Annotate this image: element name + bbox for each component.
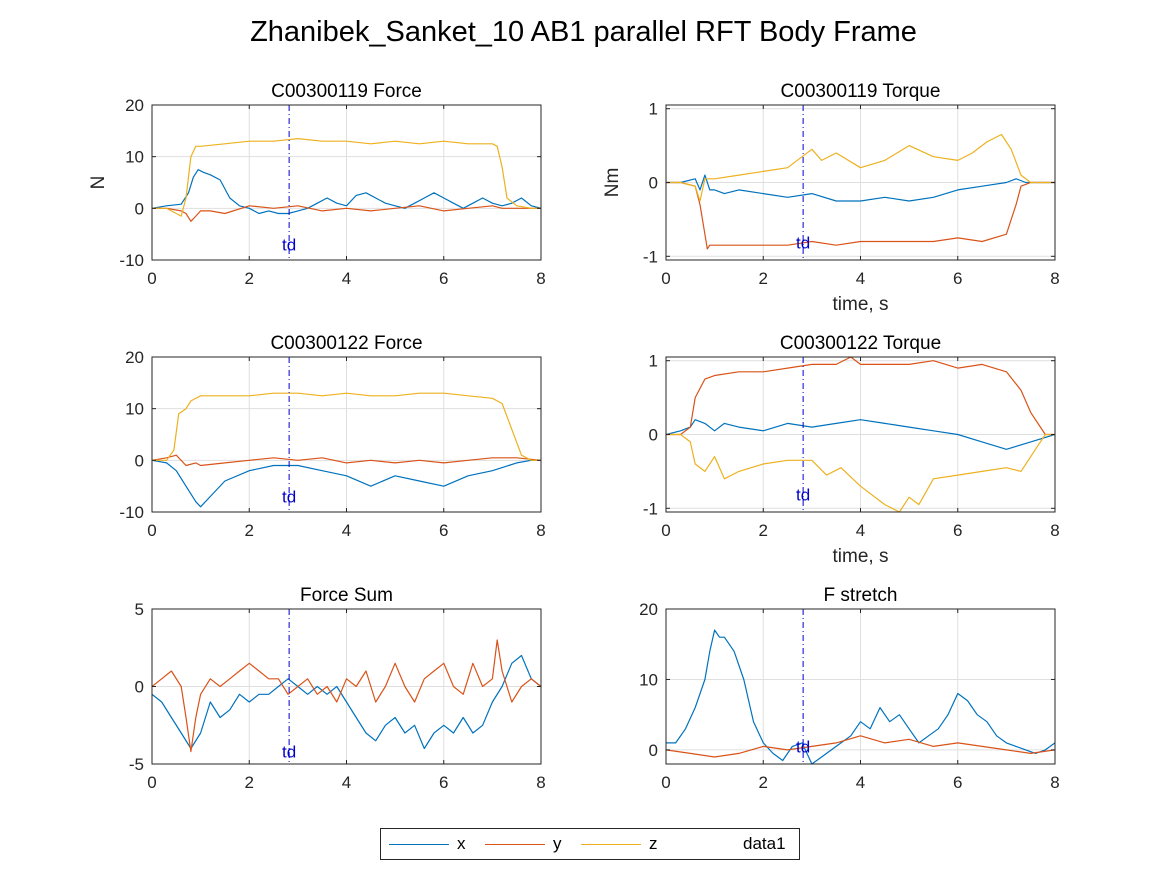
y-tick-label: 1 bbox=[649, 100, 658, 119]
series-line-y bbox=[666, 735, 1055, 758]
y-tick-label: 10 bbox=[125, 148, 144, 167]
y-tick-label: -10 bbox=[119, 503, 144, 522]
axes-title: Force Sum bbox=[300, 585, 393, 606]
axes-title: C00300122 Torque bbox=[780, 333, 941, 354]
y-tick-label: 0 bbox=[135, 451, 144, 470]
axes-title: F stretch bbox=[824, 585, 898, 606]
axes-6: td 0 2 4 6 8 0 10 20 F stretch bbox=[639, 585, 1060, 792]
legend-label-data1: data1 bbox=[743, 834, 786, 853]
y-tick-label: -1 bbox=[643, 499, 658, 518]
y-tick-label: -5 bbox=[129, 755, 144, 774]
x-tick-label: 4 bbox=[342, 521, 351, 540]
y-tick-label: -10 bbox=[119, 251, 144, 270]
y-axis-label: N bbox=[88, 176, 109, 190]
marker-label-td: td bbox=[282, 236, 296, 255]
legend-line-x bbox=[389, 844, 449, 845]
series-line-x bbox=[152, 459, 541, 508]
x-tick-label: 6 bbox=[953, 773, 962, 792]
legend: x y z data1 bbox=[380, 828, 800, 860]
x-tick-label: 4 bbox=[856, 773, 865, 792]
series-line-y bbox=[666, 357, 1055, 436]
marker-label-td: td bbox=[796, 233, 810, 252]
series-line-z bbox=[152, 138, 541, 217]
axes-title: C00300119 Torque bbox=[781, 81, 941, 102]
x-tick-label: 8 bbox=[1050, 269, 1059, 288]
marker-label-td: td bbox=[796, 737, 810, 756]
y-tick-label: 20 bbox=[125, 96, 144, 115]
x-tick-label: 0 bbox=[661, 521, 670, 540]
x-tick-label: 0 bbox=[147, 521, 156, 540]
x-axis-label: time, s bbox=[833, 294, 889, 315]
x-tick-label: 4 bbox=[342, 269, 351, 288]
y-tick-label: 20 bbox=[639, 600, 658, 619]
figure-title: Zhanibek_Sanket_10 AB1 parallel RFT Body… bbox=[250, 16, 917, 48]
x-tick-label: 6 bbox=[439, 269, 448, 288]
x-tick-label: 2 bbox=[759, 773, 768, 792]
legend-label-y: y bbox=[553, 834, 562, 853]
x-tick-label: 2 bbox=[245, 773, 254, 792]
x-tick-label: 4 bbox=[342, 773, 351, 792]
series-line-y bbox=[152, 639, 541, 753]
series-line-x bbox=[666, 174, 1055, 202]
series-line-x bbox=[152, 169, 541, 215]
x-tick-label: 0 bbox=[147, 269, 156, 288]
x-tick-label: 4 bbox=[856, 521, 865, 540]
x-tick-label: 8 bbox=[536, 773, 545, 792]
series-line-z bbox=[666, 433, 1055, 512]
legend-line-z bbox=[581, 844, 641, 845]
series-line-y bbox=[152, 205, 541, 222]
y-tick-label: 0 bbox=[135, 199, 144, 218]
y-tick-label: 10 bbox=[125, 400, 144, 419]
y-tick-label: -1 bbox=[643, 247, 658, 266]
x-tick-label: 6 bbox=[953, 269, 962, 288]
y-tick-label: 0 bbox=[649, 741, 658, 760]
x-tick-label: 4 bbox=[856, 269, 865, 288]
x-axis-label: time, s bbox=[833, 546, 889, 567]
y-tick-label: 10 bbox=[639, 670, 658, 689]
y-tick-label: 5 bbox=[135, 600, 144, 619]
x-tick-label: 6 bbox=[953, 521, 962, 540]
x-tick-label: 2 bbox=[245, 521, 254, 540]
legend-label-x: x bbox=[457, 834, 466, 853]
x-tick-label: 8 bbox=[536, 521, 545, 540]
legend-line-y bbox=[485, 844, 545, 845]
y-tick-label: 0 bbox=[649, 174, 658, 193]
x-tick-label: 0 bbox=[661, 773, 670, 792]
x-tick-label: 0 bbox=[147, 773, 156, 792]
x-tick-label: 8 bbox=[536, 269, 545, 288]
x-tick-label: 0 bbox=[661, 269, 670, 288]
marker-label-td: td bbox=[282, 488, 296, 507]
marker-label-td: td bbox=[282, 743, 296, 762]
y-tick-label: 0 bbox=[649, 426, 658, 445]
axes-title: C00300122 Force bbox=[270, 333, 422, 354]
x-tick-label: 2 bbox=[759, 269, 768, 288]
marker-label-td: td bbox=[796, 485, 810, 504]
y-tick-label: 20 bbox=[125, 348, 144, 367]
series-line-z bbox=[666, 133, 1055, 202]
x-tick-label: 6 bbox=[439, 521, 448, 540]
series-line-x bbox=[666, 419, 1055, 450]
y-tick-label: 0 bbox=[135, 678, 144, 697]
series-line-x bbox=[666, 629, 1055, 764]
x-tick-label: 2 bbox=[759, 521, 768, 540]
series-line-y bbox=[666, 181, 1055, 250]
x-tick-label: 8 bbox=[1050, 773, 1059, 792]
y-tick-label: 1 bbox=[649, 352, 658, 371]
legend-label-z: z bbox=[649, 834, 658, 853]
axes-title: C00300119 Force bbox=[271, 81, 422, 102]
y-axis-label: Nm bbox=[602, 168, 623, 198]
x-tick-label: 6 bbox=[439, 773, 448, 792]
x-tick-label: 8 bbox=[1050, 521, 1059, 540]
series-line-y bbox=[152, 454, 541, 467]
series-line-x bbox=[152, 654, 541, 750]
series-line-z bbox=[152, 392, 541, 461]
x-tick-label: 2 bbox=[245, 269, 254, 288]
